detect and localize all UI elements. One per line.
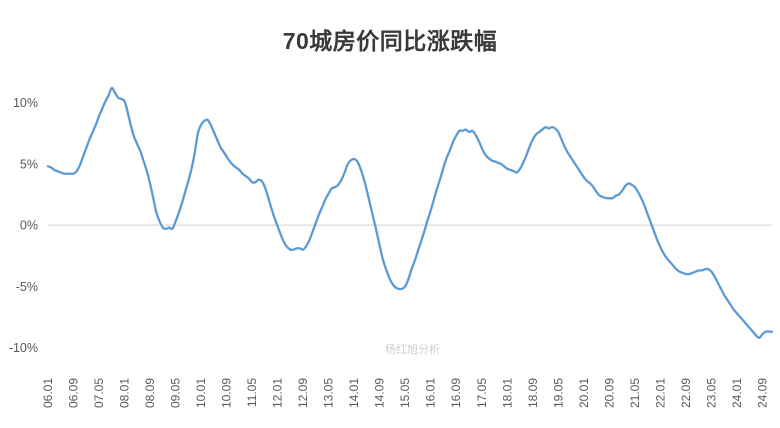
x-axis-tick-label: 20.01: [577, 378, 591, 408]
x-axis-tick-label: 20.09: [602, 378, 616, 408]
x-axis-tick-label: 16.01: [424, 378, 438, 408]
y-axis-tick-label: -10%: [9, 341, 38, 355]
x-axis-tick-label: 22.01: [653, 378, 667, 408]
x-axis-ticks: 06.01 06.09 07.05 08.01 08.09 09.05 10.01 10.09…: [41, 378, 769, 408]
x-axis-tick-label: 18.01: [500, 378, 514, 408]
x-axis-tick-label: 15.05: [398, 378, 412, 408]
x-axis-tick-label: 12.01: [271, 378, 285, 408]
y-axis-group: 10% 5% 0% -5% -10%: [9, 96, 38, 355]
data-series-line: [46, 86, 774, 339]
y-axis-tick-label: -5%: [16, 280, 38, 294]
x-axis-tick-label: 24.01: [730, 378, 744, 408]
x-axis-tick-label: 11.05: [245, 378, 259, 407]
x-axis-tick-label: 08.09: [143, 378, 157, 408]
y-axis-tick-label: 10%: [13, 96, 38, 110]
watermark-label: 杨红旭分析: [385, 344, 440, 356]
x-axis-tick-label: 07.05: [92, 378, 106, 408]
x-axis-tick-label: 23.05: [704, 378, 718, 408]
x-axis-tick-label: 18.09: [526, 378, 540, 408]
x-axis-tick-label: 08.01: [118, 378, 132, 408]
x-axis-tick-label: 09.05: [169, 378, 183, 408]
x-axis-tick-label: 19.05: [551, 378, 565, 408]
x-axis-tick-label: 24.09: [755, 378, 769, 408]
x-axis-tick-label: 12.09: [296, 378, 310, 408]
x-axis-tick-label: 14.09: [373, 378, 387, 408]
series-group: [46, 86, 774, 339]
x-axis-group: 06.01 06.09 07.05 08.01 08.09 09.05 10.01 10.09…: [41, 378, 769, 408]
chart-title: 70城房价同比涨跌幅: [282, 28, 498, 54]
x-axis-tick-label: 14.01: [347, 378, 361, 408]
x-axis-tick-label: 06.09: [67, 378, 81, 408]
x-axis-tick-label: 10.01: [194, 378, 208, 408]
y-axis-ticks: 10% 5% 0% -5% -10%: [9, 96, 38, 355]
y-axis-tick-label: 0%: [20, 219, 38, 233]
y-axis-tick-label: 5%: [20, 157, 38, 171]
x-axis-tick-label: 16.09: [449, 378, 463, 408]
x-axis-tick-label: 10.09: [220, 378, 234, 408]
x-axis-tick-label: 22.09: [679, 378, 693, 408]
x-axis-tick-label: 13.05: [322, 378, 336, 408]
x-axis-tick-label: 21.05: [628, 378, 642, 408]
x-axis-tick-label: 17.05: [475, 378, 489, 408]
x-axis-tick-label: 06.01: [41, 378, 55, 408]
